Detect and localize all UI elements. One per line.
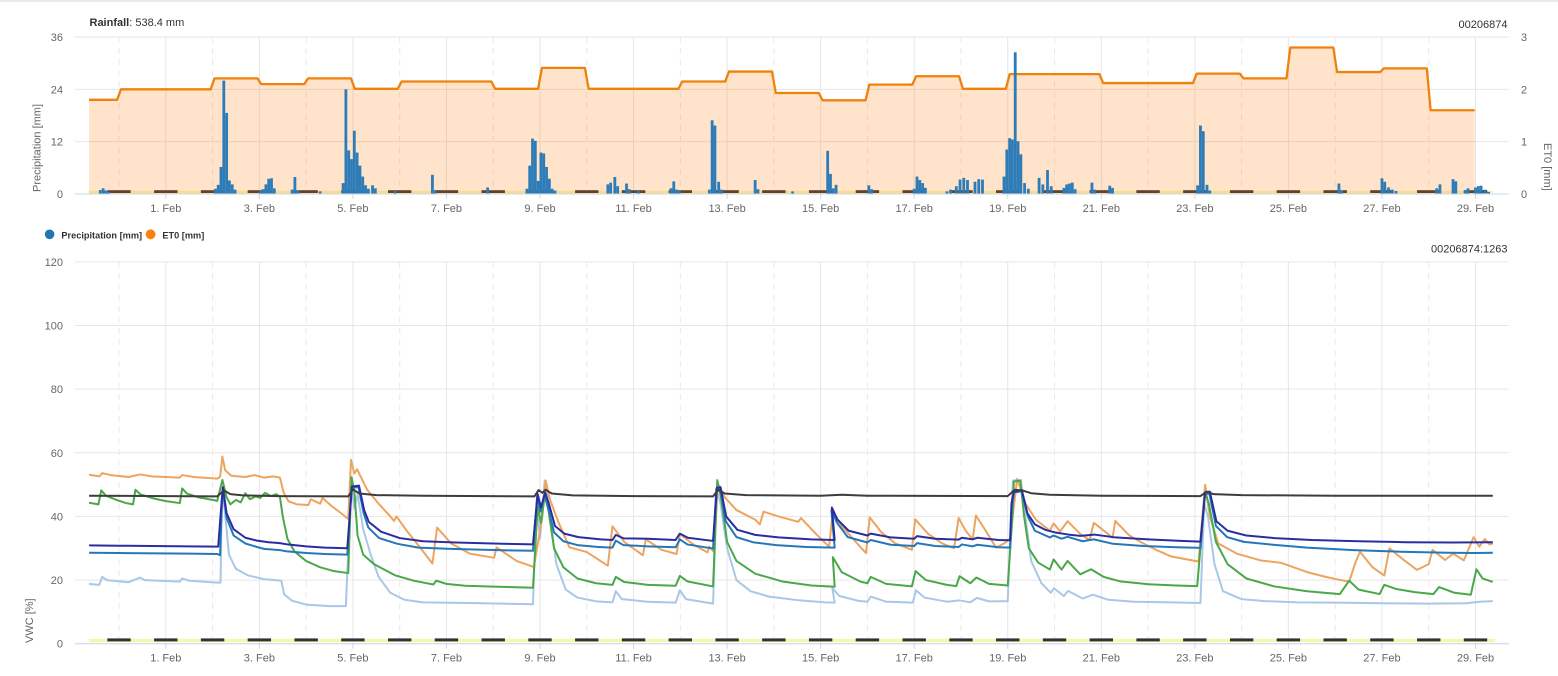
svg-text:80: 80	[51, 384, 63, 396]
svg-text:0: 0	[57, 639, 63, 651]
svg-text:19. Feb: 19. Feb	[989, 203, 1026, 215]
svg-text:0: 0	[1521, 189, 1527, 201]
svg-text:120: 120	[45, 257, 63, 269]
svg-text:11. Feb: 11. Feb	[615, 203, 652, 215]
svg-text:15. Feb: 15. Feb	[802, 203, 839, 215]
svg-text:7. Feb: 7. Feb	[431, 653, 462, 665]
svg-text:29. Feb: 29. Feb	[1457, 203, 1494, 215]
svg-text:5. Feb: 5. Feb	[337, 653, 368, 665]
svg-text:15. Feb: 15. Feb	[802, 653, 839, 665]
svg-text:13. Feb: 13. Feb	[708, 653, 745, 665]
svg-text:7. Feb: 7. Feb	[431, 203, 462, 215]
svg-text:11. Feb: 11. Feb	[615, 653, 652, 665]
svg-text:24: 24	[51, 84, 63, 96]
svg-text:00206874:1263: 00206874:1263	[1431, 244, 1507, 256]
svg-text:3: 3	[1521, 32, 1527, 44]
svg-text:19. Feb: 19. Feb	[989, 653, 1026, 665]
svg-text:00206874: 00206874	[1459, 19, 1508, 31]
svg-text:21. Feb: 21. Feb	[1083, 203, 1120, 215]
svg-text:17. Feb: 17. Feb	[896, 653, 933, 665]
svg-text:29. Feb: 29. Feb	[1457, 653, 1494, 665]
svg-text:1. Feb: 1. Feb	[150, 203, 181, 215]
svg-text:17. Feb: 17. Feb	[896, 203, 933, 215]
svg-text:13. Feb: 13. Feb	[708, 203, 745, 215]
svg-text:ET0 [mm]: ET0 [mm]	[1541, 143, 1553, 191]
svg-text:40: 40	[51, 511, 63, 523]
svg-text:ET0 [mm]: ET0 [mm]	[162, 230, 204, 240]
svg-text:1: 1	[1521, 137, 1527, 149]
svg-text:2: 2	[1521, 84, 1527, 96]
svg-text:25. Feb: 25. Feb	[1270, 653, 1307, 665]
svg-text:9. Feb: 9. Feb	[524, 653, 555, 665]
svg-text:25. Feb: 25. Feb	[1270, 203, 1307, 215]
svg-text:100: 100	[45, 321, 63, 333]
svg-text:Precipitation [mm]: Precipitation [mm]	[32, 104, 44, 192]
svg-text:23. Feb: 23. Feb	[1176, 653, 1213, 665]
svg-text:23. Feb: 23. Feb	[1176, 203, 1213, 215]
svg-text:Precipitation [mm]: Precipitation [mm]	[61, 230, 142, 240]
svg-text:5. Feb: 5. Feb	[337, 203, 368, 215]
svg-text:21. Feb: 21. Feb	[1083, 653, 1120, 665]
svg-text:20: 20	[51, 575, 63, 587]
svg-text:1. Feb: 1. Feb	[150, 653, 181, 665]
svg-text:3. Feb: 3. Feb	[244, 653, 275, 665]
svg-text:27. Feb: 27. Feb	[1363, 653, 1400, 665]
svg-text:Rainfall: 538.4 mm: Rainfall: 538.4 mm	[90, 17, 185, 29]
svg-text:12: 12	[51, 137, 63, 149]
svg-text:3. Feb: 3. Feb	[244, 203, 275, 215]
svg-text:0: 0	[57, 189, 63, 201]
svg-text:9. Feb: 9. Feb	[524, 203, 555, 215]
svg-text:60: 60	[51, 448, 63, 460]
svg-text:VWC [%]: VWC [%]	[24, 598, 36, 643]
svg-text:27. Feb: 27. Feb	[1363, 203, 1400, 215]
svg-text:36: 36	[51, 32, 63, 44]
